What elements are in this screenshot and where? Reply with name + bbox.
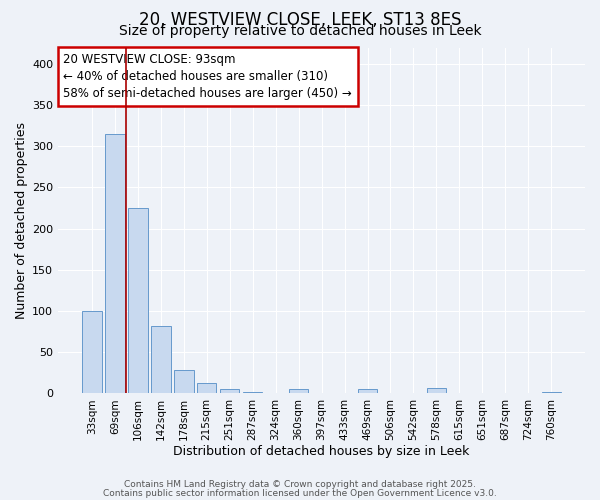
Bar	[289, 389, 308, 394]
Bar	[128, 208, 148, 394]
Y-axis label: Number of detached properties: Number of detached properties	[15, 122, 28, 319]
Bar	[82, 311, 101, 394]
Text: Contains public sector information licensed under the Open Government Licence v3: Contains public sector information licen…	[103, 488, 497, 498]
Bar	[105, 134, 125, 394]
Bar	[243, 392, 262, 394]
Bar	[358, 389, 377, 394]
Bar	[542, 392, 561, 394]
Text: Contains HM Land Registry data © Crown copyright and database right 2025.: Contains HM Land Registry data © Crown c…	[124, 480, 476, 489]
Text: 20, WESTVIEW CLOSE, LEEK, ST13 8ES: 20, WESTVIEW CLOSE, LEEK, ST13 8ES	[139, 11, 461, 29]
Bar	[197, 384, 217, 394]
X-axis label: Distribution of detached houses by size in Leek: Distribution of detached houses by size …	[173, 444, 470, 458]
Bar	[220, 389, 239, 394]
Bar	[427, 388, 446, 394]
Text: Size of property relative to detached houses in Leek: Size of property relative to detached ho…	[119, 24, 481, 38]
Text: 20 WESTVIEW CLOSE: 93sqm
← 40% of detached houses are smaller (310)
58% of semi-: 20 WESTVIEW CLOSE: 93sqm ← 40% of detach…	[64, 52, 352, 100]
Bar	[174, 370, 194, 394]
Bar	[151, 326, 170, 394]
